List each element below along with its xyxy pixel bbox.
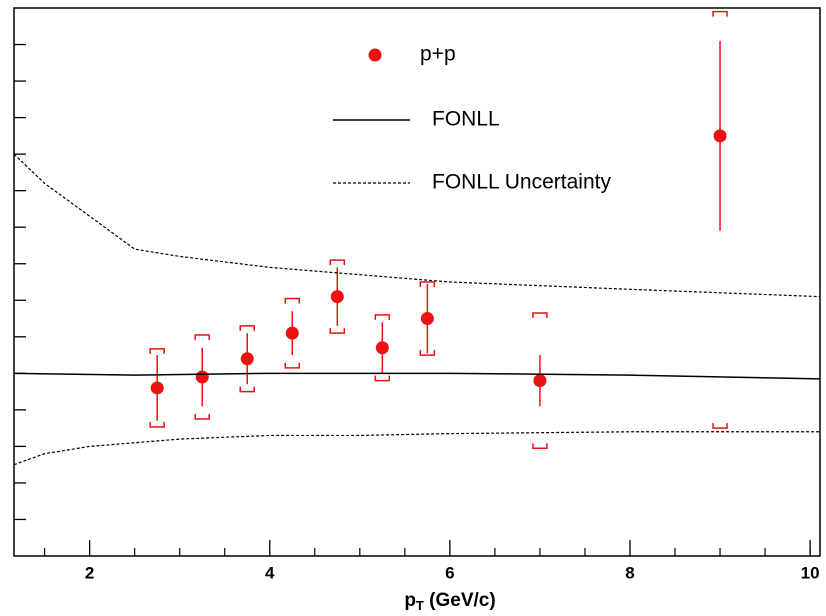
syst-bracket-top: [532, 312, 548, 319]
data-point: [713, 129, 727, 143]
data-point: [375, 341, 389, 355]
data-point: [240, 352, 254, 366]
syst-bracket-top: [239, 325, 255, 331]
data-point: [195, 370, 209, 384]
x-axis-label: pT (GeV/c): [404, 590, 495, 613]
x-tick-label: 8: [625, 563, 634, 582]
syst-bracket-bottom: [329, 328, 346, 334]
syst-bracket-bottom: [239, 386, 255, 393]
syst-bracket-top: [194, 334, 210, 340]
x-tick-label: 2: [85, 563, 94, 582]
data-point: [420, 312, 434, 326]
x-label-sub: T: [416, 598, 424, 613]
x-label-main: p: [404, 590, 416, 611]
plot-frame: [13, 7, 821, 557]
data-point: [533, 374, 547, 388]
x-label-rest: (GeV/c): [424, 590, 496, 611]
syst-bracket-bottom: [712, 423, 728, 429]
syst-bracket-top: [374, 314, 391, 320]
x-tick-label: 6: [445, 563, 454, 582]
syst-bracket-bottom: [532, 443, 548, 449]
data-point: [285, 326, 299, 340]
fonll-line: [13, 372, 821, 380]
syst-bracket-top: [419, 281, 436, 287]
syst-bracket-top: [149, 348, 165, 354]
fonll-lower: [13, 431, 820, 466]
syst-bracket-bottom: [149, 422, 165, 428]
x-tick-label: 10: [801, 563, 820, 582]
syst-bracket-top: [329, 259, 346, 266]
fonll-upper: [13, 153, 821, 298]
x-tick-label: 4: [265, 563, 275, 582]
data-point: [150, 381, 164, 395]
legend-label: p+p: [420, 43, 456, 66]
syst-bracket-top: [284, 297, 301, 304]
syst-bracket-bottom: [284, 362, 301, 369]
data-point: [330, 290, 344, 304]
syst-bracket-bottom: [419, 350, 436, 356]
syst-bracket-bottom: [374, 375, 391, 382]
syst-bracket-top: [712, 10, 728, 17]
legend-label: FONLL: [432, 108, 500, 131]
legend-marker: [368, 48, 382, 62]
legend-label: FONLL Uncertainty: [432, 171, 611, 194]
syst-bracket-bottom: [194, 414, 210, 420]
